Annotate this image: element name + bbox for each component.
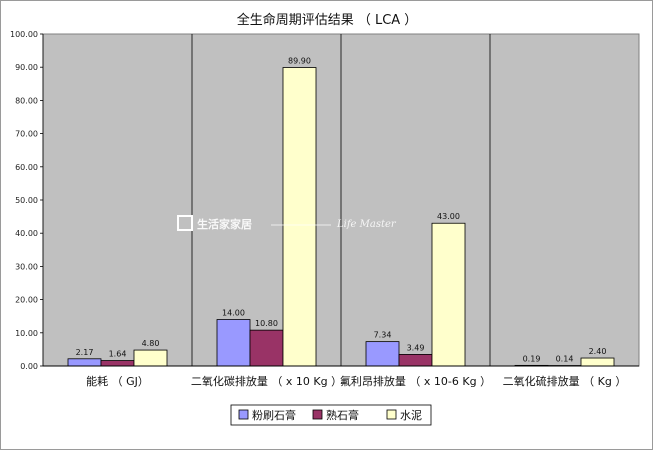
legend-box xyxy=(230,404,432,426)
y-tick-label: 60.00 xyxy=(15,163,38,172)
legend-swatch xyxy=(386,409,397,420)
value-labels: 2.17 1.64 4.80 14.00 10.80 89.90 7.34 3.49 43.00… xyxy=(76,57,607,364)
x-tick-label: 能耗 （ GJ） xyxy=(86,374,149,388)
y-axis: 0.00 10.00 20.00 30.00 40.00 50.00 60.00 70.00 8… xyxy=(10,30,44,371)
y-tick-label: 90.00 xyxy=(15,63,38,72)
bar xyxy=(100,360,135,367)
y-tick-label: 80.00 xyxy=(15,96,38,105)
bar xyxy=(398,354,433,367)
y-tick-label: 70.00 xyxy=(15,130,38,139)
y-tick-label: 20.00 xyxy=(15,296,38,305)
watermark-script: Life Master xyxy=(336,219,397,230)
data-label: 2.17 xyxy=(76,348,94,357)
legend-swatch xyxy=(238,409,249,420)
data-label: 4.80 xyxy=(142,339,160,348)
bar xyxy=(282,67,317,367)
y-tick-label: 10.00 xyxy=(15,329,38,338)
bar xyxy=(133,349,168,367)
bar xyxy=(431,222,466,367)
data-label: 0.19 xyxy=(523,354,541,363)
x-tick-label: 氟利昂排放量 （ x 10-6 Kg ） xyxy=(340,374,491,388)
data-label: 7.34 xyxy=(374,331,392,340)
y-tick-label: 30.00 xyxy=(15,262,38,271)
data-label: 2.40 xyxy=(589,347,607,356)
x-tick-label: 二氧化硫排放量 （ Kg ） xyxy=(503,374,627,388)
legend: 粉刷石膏 熟石膏 水泥 xyxy=(230,404,432,426)
y-tick-label: 50.00 xyxy=(15,196,38,205)
data-label: 43.00 xyxy=(437,212,460,221)
watermark-logo-icon xyxy=(177,215,193,231)
x-axis: 能耗 （ GJ） 二氧化碳排放量 （ x 10 Kg ）氟利昂排放量 （ x 10… xyxy=(43,365,639,388)
y-tick-label: 100.00 xyxy=(10,30,38,39)
watermark-brand: 生活家家居 xyxy=(197,217,252,231)
data-label: 3.49 xyxy=(407,343,425,352)
data-label: 1.64 xyxy=(109,350,127,359)
bar xyxy=(216,319,251,367)
bar xyxy=(67,358,102,367)
bars xyxy=(67,67,615,367)
legend-label: 水泥 xyxy=(400,409,422,422)
y-tick-label: 0.00 xyxy=(20,362,38,371)
x-tick-label: 二氧化碳排放量 （ x 10 Kg ） xyxy=(191,374,342,388)
legend-label: 粉刷石膏 xyxy=(252,408,296,422)
grid-lines xyxy=(191,34,491,366)
legend-swatch xyxy=(312,409,323,420)
y-tick-label: 40.00 xyxy=(15,229,38,238)
watermark: 生活家家居 Life Master xyxy=(177,215,397,231)
data-label: 14.00 xyxy=(222,309,245,318)
data-label: 89.90 xyxy=(288,57,311,66)
legend-label: 熟石膏 xyxy=(326,408,359,422)
bar xyxy=(249,329,284,367)
bar xyxy=(580,357,615,367)
bar xyxy=(365,341,400,367)
chart-title: 全生命周期评估结果 （ LCA ） xyxy=(237,12,418,28)
data-label: 10.80 xyxy=(255,319,278,328)
data-label: 0.14 xyxy=(556,355,574,364)
